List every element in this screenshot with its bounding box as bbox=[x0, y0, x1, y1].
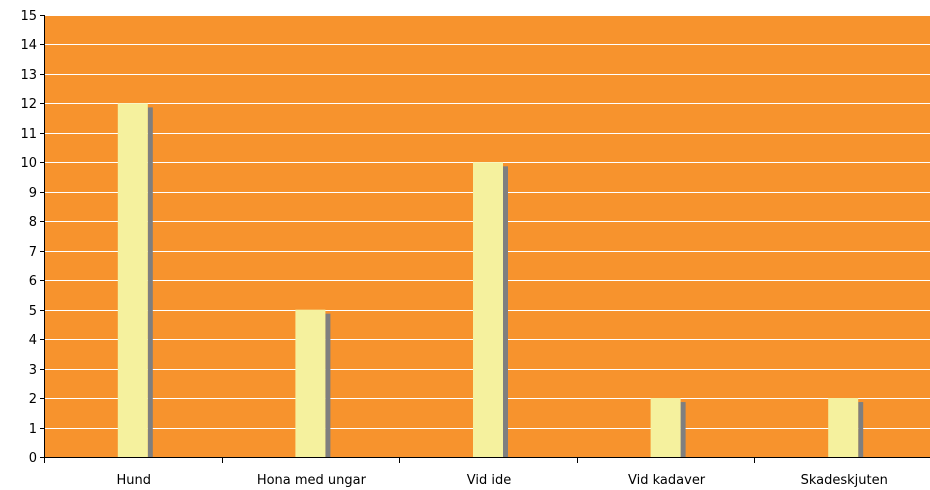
bar bbox=[473, 162, 503, 458]
bars bbox=[117, 103, 864, 458]
y-tick-label: 1 bbox=[29, 422, 37, 437]
y-tick-label: 8 bbox=[29, 215, 37, 230]
y-tick-label: 2 bbox=[29, 392, 37, 407]
x-tick-label: Vid kadaver bbox=[628, 473, 706, 488]
x-tick-label: Skadeskjuten bbox=[801, 473, 888, 488]
bar-shadow bbox=[858, 402, 864, 457]
x-tick-label: Hund bbox=[117, 473, 152, 488]
x-tick-label: Vid ide bbox=[467, 473, 511, 488]
y-tick-label: 14 bbox=[20, 38, 37, 53]
y-tick-label: 5 bbox=[29, 304, 37, 319]
y-tick-label: 12 bbox=[20, 97, 37, 112]
bar-shadow bbox=[503, 166, 508, 458]
y-tick-label: 13 bbox=[20, 68, 37, 83]
bar bbox=[295, 309, 326, 457]
x-tick-label: Hona med ungar bbox=[257, 473, 367, 488]
y-tick-label: 9 bbox=[29, 186, 37, 201]
y-tick-label: 15 bbox=[20, 9, 37, 24]
bar bbox=[650, 398, 681, 457]
bar-shadow bbox=[325, 313, 331, 457]
bar bbox=[117, 103, 148, 458]
x-axis: Hund Hona med ungar Vid ide Vid kadaver Skad… bbox=[40, 457, 930, 488]
bar-shadow bbox=[680, 402, 686, 457]
y-tick-label: 4 bbox=[29, 333, 37, 348]
bar bbox=[828, 398, 859, 457]
y-tick-label: 3 bbox=[29, 363, 37, 378]
y-tick-label: 10 bbox=[20, 156, 37, 171]
y-tick-label: 0 bbox=[29, 451, 37, 466]
y-tick-label: 7 bbox=[29, 245, 37, 260]
y-tick-label: 11 bbox=[20, 127, 37, 142]
y-tick-label: 6 bbox=[29, 274, 37, 289]
bar-shadow bbox=[147, 107, 153, 458]
